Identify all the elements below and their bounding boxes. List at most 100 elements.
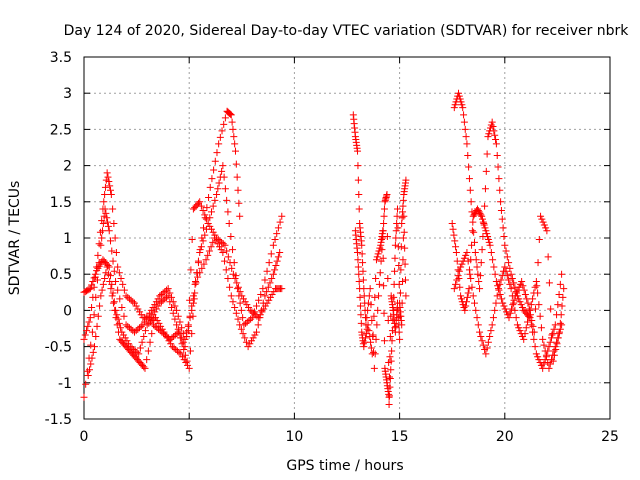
data-point-0-87 xyxy=(210,166,218,174)
data-point-2-89 xyxy=(217,246,225,254)
data-point-0-26 xyxy=(109,205,117,213)
data-point-2-42 xyxy=(138,338,146,346)
data-point-2-71 xyxy=(186,347,194,355)
data-point-2-105 xyxy=(244,343,252,351)
y-tick-label: 0.5 xyxy=(50,267,72,283)
data-point-0-35 xyxy=(122,292,130,300)
data-point-8-20 xyxy=(476,328,484,336)
data-point-2-6 xyxy=(88,281,96,289)
data-point-0-2 xyxy=(83,327,91,335)
data-point-2-81 xyxy=(204,251,212,259)
data-point-1-60 xyxy=(173,306,181,314)
data-point-4-20 xyxy=(358,241,366,249)
data-point-8-21 xyxy=(477,332,485,340)
data-point-2-82 xyxy=(205,247,213,255)
data-point-7-47 xyxy=(489,256,497,264)
data-point-1-74 xyxy=(194,259,202,267)
data-point-1-114 xyxy=(257,290,265,298)
data-point-4-40 xyxy=(370,364,378,372)
data-point-7-87 xyxy=(539,218,547,226)
data-point-0-30 xyxy=(114,263,122,271)
data-point-6-102 xyxy=(554,301,562,309)
data-point-8-23 xyxy=(479,341,487,349)
data-point-0-106 xyxy=(232,160,240,168)
axis-ticks: -1.5 -1 -0.5 0 0.5 1 1.5 2 2.5 3 3.5 0 5 10 15 20 25 xyxy=(45,50,619,445)
data-point-6-11 xyxy=(460,111,468,119)
data-point-0-4 xyxy=(85,318,93,326)
data-point-3-20 xyxy=(109,299,117,307)
data-point-2-47 xyxy=(146,318,154,326)
data-point-3-89 xyxy=(211,231,219,239)
data-point-8-59 xyxy=(525,312,533,320)
data-point-5-84 xyxy=(395,280,403,288)
data-point-2-90 xyxy=(219,248,227,256)
data-point-8-46 xyxy=(508,292,516,300)
data-point-1-84 xyxy=(211,196,219,204)
data-point-5-14 xyxy=(357,319,365,327)
data-point-6-96 xyxy=(546,338,554,346)
data-point-0-17 xyxy=(101,191,109,199)
data-point-2-33 xyxy=(123,337,131,345)
data-point-6-33 xyxy=(478,246,486,254)
data-point-1-37 xyxy=(134,325,142,333)
data-point-0-41 xyxy=(132,302,140,310)
data-point-4-21 xyxy=(358,250,366,258)
data-point-5-92 xyxy=(399,277,407,285)
data-point-0-83 xyxy=(203,204,211,212)
data-point-6-10 xyxy=(459,104,467,112)
data-point-6-88 xyxy=(536,359,544,367)
data-point-6-49 xyxy=(492,136,500,144)
data-point-7-60 xyxy=(505,314,513,322)
data-point-2-8 xyxy=(90,274,98,282)
data-point-2-80 xyxy=(202,256,210,264)
data-point-7-35 xyxy=(478,212,486,220)
data-point-3-122 xyxy=(266,293,274,301)
data-point-7-63 xyxy=(509,301,517,309)
data-point-7-46 xyxy=(487,248,495,256)
data-point-6-14 xyxy=(462,133,470,141)
data-point-6-5 xyxy=(455,89,463,97)
x-tick-label: 10 xyxy=(285,429,303,445)
data-point-3-118 xyxy=(260,305,268,313)
data-point-1-32 xyxy=(125,324,133,332)
data-point-5-80 xyxy=(393,205,401,213)
data-point-3-13 xyxy=(101,275,109,283)
data-point-3-11 xyxy=(98,286,106,294)
data-point-7-89 xyxy=(542,224,550,232)
data-point-2-43 xyxy=(140,332,148,340)
data-point-7-26 xyxy=(470,211,478,219)
data-point-1-92 xyxy=(221,185,229,193)
data-point-4-39 xyxy=(370,348,378,356)
data-point-0-102 xyxy=(229,125,237,133)
data-point-2-65 xyxy=(177,350,185,358)
data-point-1-30 xyxy=(122,321,130,329)
data-point-6-27 xyxy=(473,263,481,271)
data-point-8-71 xyxy=(540,341,548,349)
data-point-3-7 xyxy=(93,322,101,330)
data-point-8-84 xyxy=(556,325,564,333)
data-point-3-54 xyxy=(156,327,164,335)
data-point-4-52 xyxy=(380,220,388,228)
data-point-7-78 xyxy=(528,317,536,325)
data-point-3-100 xyxy=(229,270,237,278)
data-point-2-4 xyxy=(85,285,93,293)
data-point-1-122 xyxy=(273,230,281,238)
data-point-8-33 xyxy=(492,299,500,307)
data-point-3-50 xyxy=(149,321,157,329)
data-point-8-45 xyxy=(507,285,515,293)
data-point-3-1 xyxy=(85,366,93,374)
data-point-6-73 xyxy=(517,301,525,309)
data-point-0-55 xyxy=(156,299,164,307)
data-point-3-4 xyxy=(89,348,97,356)
data-point-7-17 xyxy=(463,298,471,306)
data-point-4-31 xyxy=(363,314,371,322)
data-point-7-45 xyxy=(486,241,494,249)
data-point-8-41 xyxy=(502,267,510,275)
data-point-0-20 xyxy=(103,169,111,177)
data-point-6-67 xyxy=(510,279,518,287)
data-point-3-102 xyxy=(233,279,241,287)
data-point-7-66 xyxy=(513,289,521,297)
data-point-5-81 xyxy=(394,224,402,232)
data-point-5-38 xyxy=(375,247,383,255)
data-point-3-70 xyxy=(183,357,191,365)
